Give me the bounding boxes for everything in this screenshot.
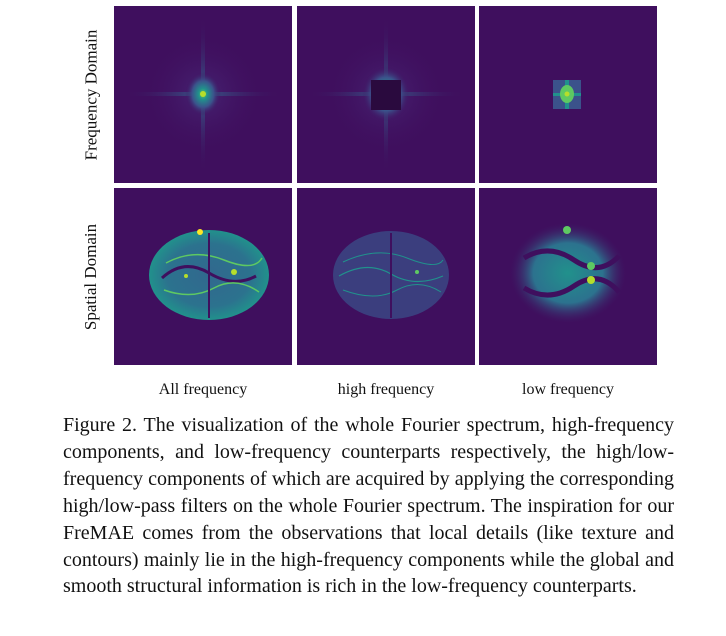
freq-low-spectrum-image [479,6,657,183]
figure-caption: Figure 2. The visualization of the whole… [63,414,674,598]
row-label-spatial-domain: Spatial Domain [76,190,106,364]
freq-high-spectrum-image [297,6,475,183]
row-label-frequency-domain: Frequency Domain [76,8,106,182]
spatial-all-brain-image [114,188,292,365]
column-label-high-frequency: high frequency [337,381,435,398]
spatial-low-brain-image [479,188,657,365]
freq-all-spectrum-image [114,6,292,183]
spatial-high-brain-image [297,188,475,365]
row-label-text: Spatial Domain [81,223,101,331]
column-label-all-frequency: All frequency [158,381,248,398]
row-label-text: Frequency Domain [81,29,100,161]
column-label-low-frequency: low frequency [522,381,614,398]
